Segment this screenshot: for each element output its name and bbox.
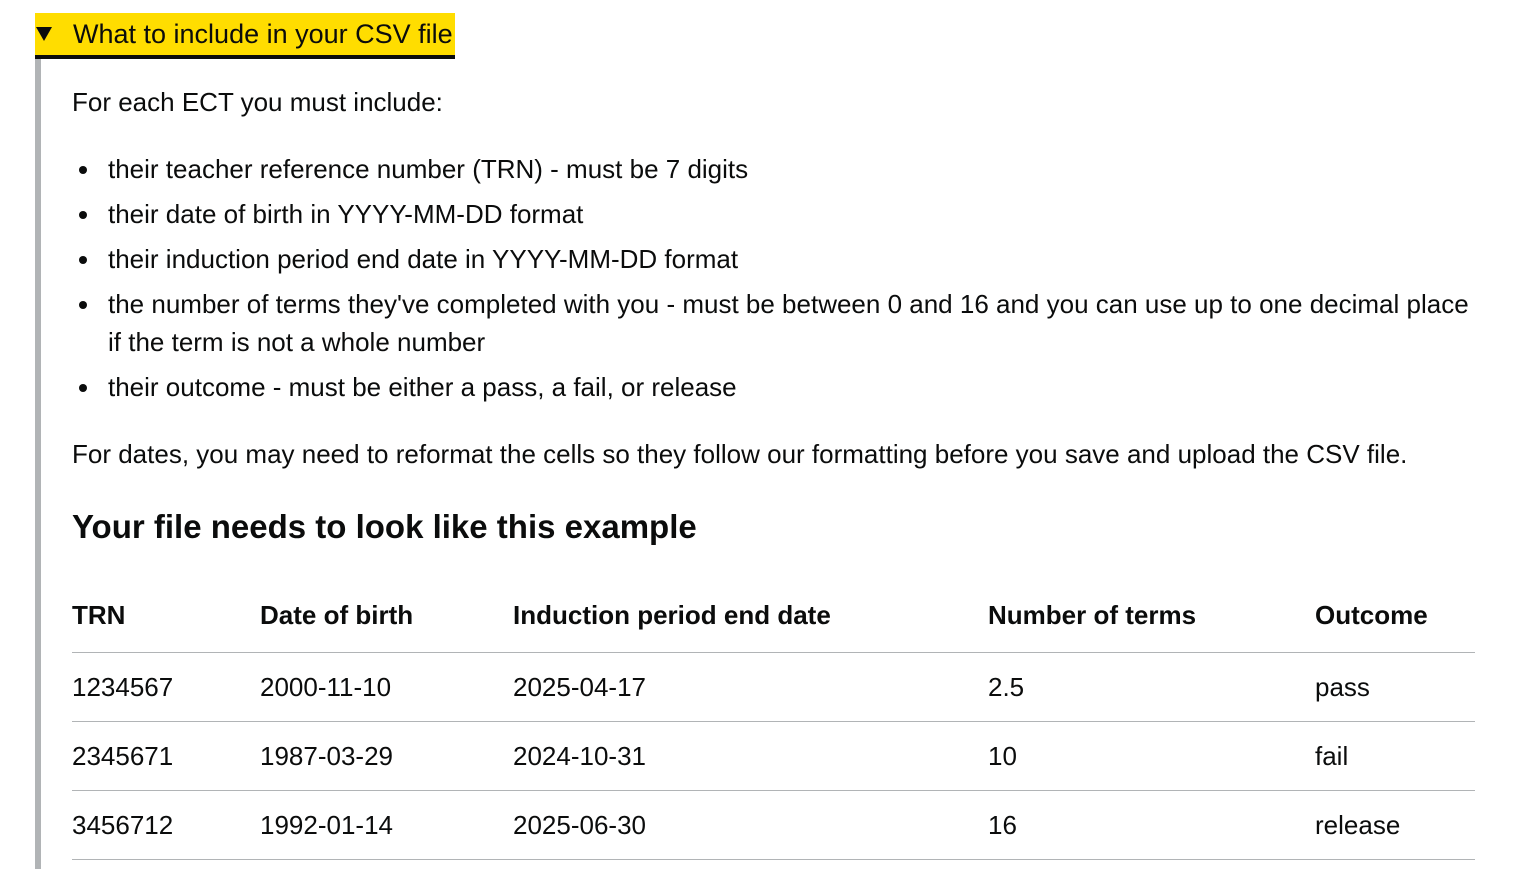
details-summary-text[interactable]: What to include in your CSV file [73, 19, 453, 49]
list-item: the number of terms they've completed wi… [72, 285, 1472, 361]
triangle-down-icon [36, 27, 52, 41]
list-item: their induction period end date in YYYY-… [72, 240, 1472, 278]
cell-date-of-birth: 1992-01-14 [260, 790, 513, 860]
cell-outcome: fail [1315, 721, 1475, 791]
details-content: For each ECT you must include: their tea… [35, 59, 1485, 869]
cell-number-of-terms: 10 [988, 721, 1315, 791]
cell-date-of-birth: 1987-03-29 [260, 721, 513, 791]
cell-induction-end-date: 2025-04-17 [513, 652, 988, 722]
column-header-number-of-terms: Number of terms [988, 579, 1315, 653]
cell-outcome: release [1315, 790, 1475, 860]
cell-number-of-terms: 2.5 [988, 652, 1315, 722]
list-item: their date of birth in YYYY-MM-DD format [72, 195, 1472, 233]
table-row: 3456712 1992-01-14 2025-06-30 16 release [72, 790, 1475, 860]
cell-induction-end-date: 2024-10-31 [513, 721, 988, 791]
details-summary-toggle[interactable]: What to include in your CSV file [35, 13, 455, 55]
cell-date-of-birth: 2000-11-10 [260, 652, 513, 722]
csv-details: What to include in your CSV file For eac… [35, 13, 1485, 869]
cell-trn: 3456712 [72, 790, 260, 860]
table-header-row: TRN Date of birth Induction period end d… [72, 579, 1475, 653]
requirements-list: their teacher reference number (TRN) - m… [72, 150, 1472, 413]
example-table: TRN Date of birth Induction period end d… [72, 579, 1475, 860]
column-header-induction-end-date: Induction period end date [513, 579, 988, 653]
list-item: their teacher reference number (TRN) - m… [72, 150, 1472, 188]
cell-induction-end-date: 2025-06-30 [513, 790, 988, 860]
column-header-date-of-birth: Date of birth [260, 579, 513, 653]
table-row: 2345671 1987-03-29 2024-10-31 10 fail [72, 721, 1475, 791]
dates-note: For dates, you may need to reformat the … [72, 439, 1408, 469]
column-header-outcome: Outcome [1315, 579, 1475, 653]
column-header-trn: TRN [72, 579, 260, 653]
list-item: their outcome - must be either a pass, a… [72, 368, 1472, 406]
table-row: 1234567 2000-11-10 2025-04-17 2.5 pass [72, 652, 1475, 722]
intro-text: For each ECT you must include: [72, 87, 443, 117]
cell-trn: 2345671 [72, 721, 260, 791]
example-heading: Your file needs to look like this exampl… [72, 508, 697, 545]
cell-outcome: pass [1315, 652, 1475, 722]
cell-trn: 1234567 [72, 652, 260, 722]
cell-number-of-terms: 16 [988, 790, 1315, 860]
